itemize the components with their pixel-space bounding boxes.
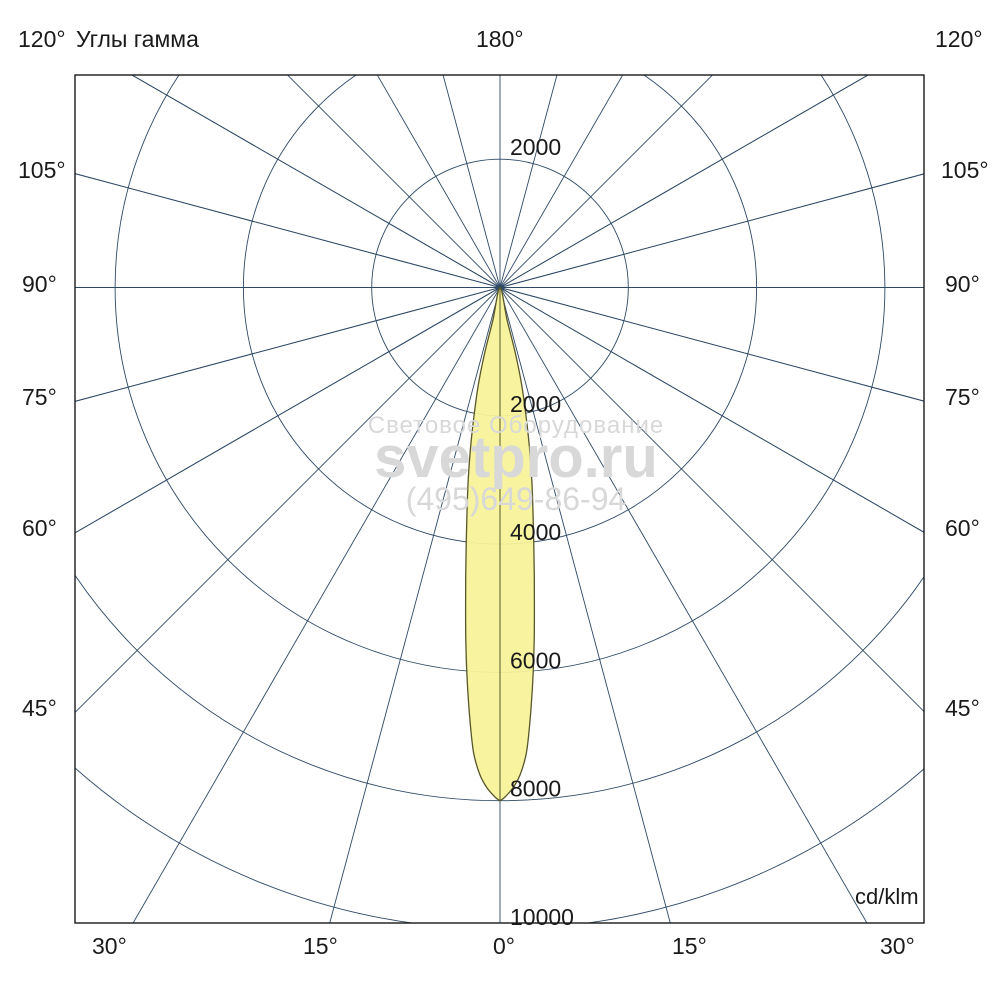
svg-text:4000: 4000 bbox=[510, 519, 561, 545]
svg-text:8000: 8000 bbox=[510, 776, 561, 802]
svg-text:2000: 2000 bbox=[510, 134, 561, 160]
svg-text:6000: 6000 bbox=[510, 647, 561, 673]
svg-text:10000: 10000 bbox=[510, 904, 574, 930]
